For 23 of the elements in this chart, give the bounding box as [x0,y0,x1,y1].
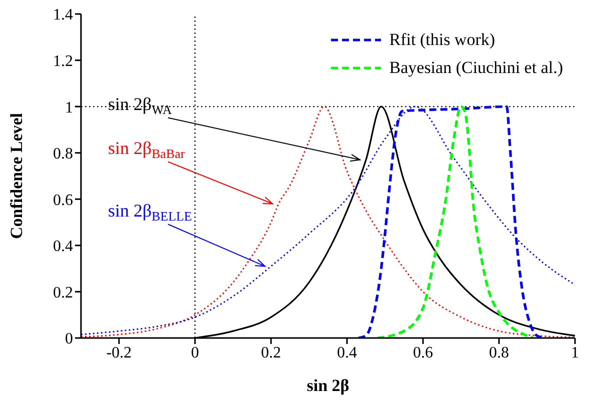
x-tick-label: 0.4 [337,344,357,362]
y-tick-label: 0 [65,330,73,348]
x-tick-label: 0 [191,344,199,362]
line-series [376,105,534,338]
x-tick-label: 0.6 [413,344,433,362]
y-tick-label: 0.6 [53,192,73,209]
y-tick-label: 0.8 [53,146,73,163]
y-tick-label: 0.2 [53,284,73,302]
y-tick-label: 1.4 [53,6,73,24]
annotation: sin 2β$_{WA}$ [108,94,172,117]
legend-label: Rfit (this work) [389,30,496,50]
legend-label: Bayesian (Ciuchini et al.) [389,58,563,78]
y-tick-label: 1 [65,99,73,116]
x-tick-label: 0.2 [261,344,281,362]
y-tick-label: 0.4 [53,238,73,256]
annotation: sin 2β$_{BELLE}$ [108,200,192,224]
x-tick-label: -0.2 [106,344,132,362]
x-tick-label: 1 [571,344,579,362]
y-tick-label: 1.2 [53,52,73,70]
x-tick-label: 0.8 [489,344,509,362]
x-axis-title: sin 2β [306,376,350,395]
annotation: sin 2β$_{BaBar}$ [108,138,186,161]
y-axis-title: Confidence Level [7,112,26,240]
